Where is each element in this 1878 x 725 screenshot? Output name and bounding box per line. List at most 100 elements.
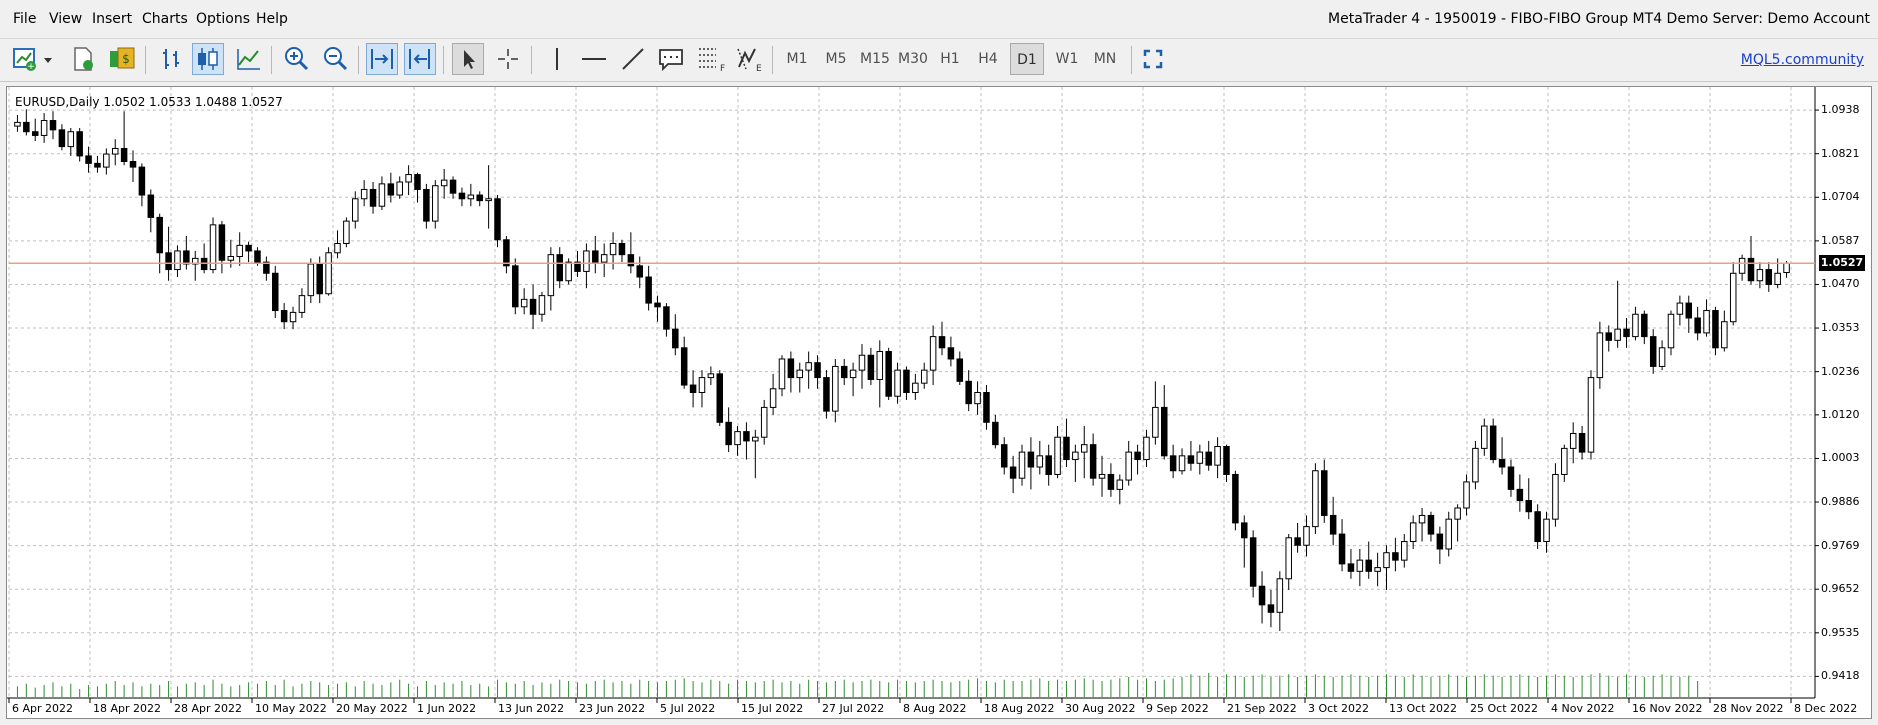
zoom-out-icon bbox=[324, 47, 348, 71]
time-axis-label: 28 Apr 2022 bbox=[174, 702, 243, 715]
line-chart-button[interactable] bbox=[232, 43, 264, 75]
menu-insert[interactable]: Insert bbox=[92, 11, 133, 27]
chart-ticker: EURUSD,Daily 1.0502 1.0533 1.0488 1.0527 bbox=[15, 95, 283, 109]
timeframe-m15[interactable]: M15 bbox=[860, 51, 890, 67]
menu-charts[interactable]: Charts bbox=[142, 11, 188, 27]
timeframe-mn[interactable]: MN bbox=[1093, 51, 1117, 67]
price-axis-label: 0.9535 bbox=[1821, 625, 1860, 639]
indicators-button[interactable]: E bbox=[733, 43, 765, 75]
candle-body bbox=[983, 392, 990, 423]
fullscreen-button[interactable] bbox=[1137, 43, 1169, 75]
market-watch-button[interactable]: $ bbox=[106, 43, 138, 75]
chart-window[interactable]: EURUSD,Daily 1.0502 1.0533 1.0488 1.0527… bbox=[6, 86, 1872, 719]
zoom-out-button[interactable] bbox=[319, 43, 351, 75]
candle-body bbox=[1116, 479, 1124, 490]
timeframe-m30[interactable]: M30 bbox=[898, 51, 928, 67]
crosshair-button[interactable] bbox=[492, 43, 524, 75]
candle-body bbox=[343, 220, 350, 244]
candle-body bbox=[1321, 470, 1328, 516]
candle-body bbox=[405, 174, 412, 183]
trendline-icon bbox=[622, 48, 644, 70]
timeframe-m1[interactable]: M1 bbox=[786, 51, 808, 67]
menu-help[interactable]: Help bbox=[256, 11, 288, 27]
mql5-community-link[interactable]: MQL5.community bbox=[1740, 52, 1864, 68]
timeframe-d1[interactable]: D1 bbox=[1010, 43, 1044, 75]
candle-body bbox=[1214, 446, 1221, 466]
zoom-in-button[interactable] bbox=[280, 43, 312, 75]
candle-body bbox=[271, 272, 279, 312]
candle-body bbox=[654, 302, 661, 308]
candle-body bbox=[1463, 481, 1470, 509]
candle-body bbox=[1187, 455, 1195, 464]
candle-body bbox=[618, 242, 626, 256]
candle-body bbox=[174, 250, 181, 271]
candle-body bbox=[547, 254, 555, 297]
candle-body bbox=[1232, 473, 1239, 524]
candle-body bbox=[31, 131, 39, 136]
timeframe-h1[interactable]: H1 bbox=[940, 51, 960, 67]
candle-body bbox=[1125, 451, 1132, 481]
time-axis-label: 21 Sep 2022 bbox=[1227, 702, 1297, 715]
menu-view[interactable]: View bbox=[49, 11, 83, 27]
bar-chart-button[interactable] bbox=[156, 43, 188, 75]
text-label-button[interactable] bbox=[655, 43, 687, 75]
fibonacci-button[interactable]: F bbox=[694, 43, 726, 75]
time-axis-label: 18 Aug 2022 bbox=[984, 702, 1055, 715]
candle-body bbox=[1783, 262, 1790, 274]
vertical-line-button[interactable] bbox=[541, 43, 573, 75]
candle-body bbox=[218, 224, 226, 261]
trendline-button[interactable] bbox=[617, 43, 649, 75]
candle-body bbox=[956, 358, 964, 382]
candle-body bbox=[1347, 563, 1355, 572]
candle-body bbox=[1285, 537, 1292, 580]
new-chart-button[interactable]: + bbox=[10, 43, 58, 75]
candle-body bbox=[369, 188, 377, 207]
candle-body bbox=[1241, 522, 1248, 539]
candle-body bbox=[1667, 313, 1675, 349]
fullscreen-icon bbox=[1143, 49, 1163, 69]
candle-body bbox=[1721, 321, 1728, 349]
candle-body bbox=[85, 155, 92, 164]
candle-body bbox=[316, 263, 323, 295]
candle-body bbox=[111, 147, 119, 155]
time-axis-label: 5 Jul 2022 bbox=[660, 702, 716, 715]
price-chart[interactable] bbox=[7, 87, 1871, 718]
horizontal-line-button[interactable] bbox=[578, 43, 610, 75]
candle-body bbox=[432, 185, 439, 222]
candle-body bbox=[903, 369, 910, 393]
candle-body bbox=[1516, 488, 1524, 502]
candle-body bbox=[1036, 455, 1044, 468]
candle-body bbox=[823, 377, 830, 412]
auto-scroll-button[interactable] bbox=[366, 43, 398, 75]
candle-body bbox=[876, 351, 884, 380]
chart-shift-button[interactable] bbox=[404, 43, 436, 75]
new-profile-button[interactable] bbox=[67, 43, 99, 75]
candle-body bbox=[1223, 446, 1230, 475]
new-chart-icon: + bbox=[13, 48, 52, 72]
cursor-button[interactable] bbox=[452, 43, 484, 75]
candle-body bbox=[1294, 537, 1301, 546]
currency-icon: $ bbox=[110, 47, 135, 69]
svg-text:$: $ bbox=[122, 52, 130, 66]
price-axis-label: 1.0353 bbox=[1821, 321, 1860, 335]
timeframe-h4[interactable]: H4 bbox=[978, 51, 998, 67]
candle-body bbox=[14, 121, 21, 127]
timeframe-w1[interactable]: W1 bbox=[1055, 51, 1079, 67]
candle-body bbox=[1552, 473, 1559, 520]
candle-body bbox=[707, 373, 715, 379]
candle-body bbox=[965, 380, 972, 405]
time-axis-label: 3 Oct 2022 bbox=[1308, 702, 1370, 715]
candle-body bbox=[147, 194, 155, 218]
menu-file[interactable]: File bbox=[13, 11, 37, 27]
candlestick-button[interactable] bbox=[192, 43, 224, 75]
candle-body bbox=[1472, 447, 1479, 483]
timeframe-m5[interactable]: M5 bbox=[825, 51, 847, 67]
candle-body bbox=[209, 224, 217, 271]
candle-body bbox=[1756, 269, 1764, 282]
candle-body bbox=[476, 194, 483, 202]
time-axis-label: 8 Dec 2022 bbox=[1794, 702, 1858, 715]
candle-body bbox=[600, 254, 608, 263]
menu-options[interactable]: Options bbox=[196, 11, 251, 27]
candle-body bbox=[1445, 518, 1452, 550]
candle-body bbox=[680, 347, 688, 386]
